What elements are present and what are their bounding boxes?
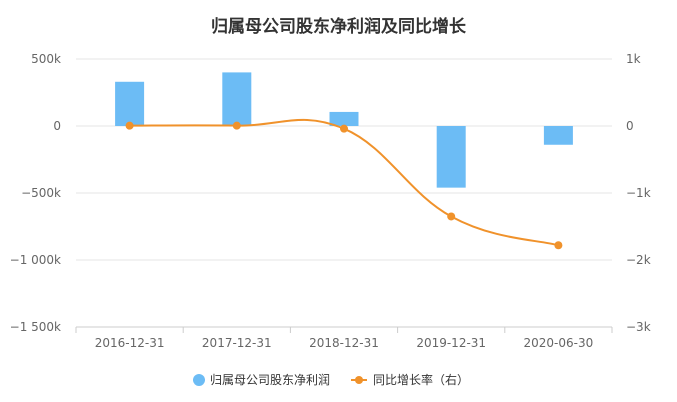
y-right-tick-label: −1k xyxy=(626,186,651,200)
axis-layer: 500k 0 −500k −1 000k −1 500k 1k 0 −1k −2k −3k 2016… xyxy=(10,52,651,350)
y-left-tick-label: 500k xyxy=(31,52,61,66)
legend-line-label[interactable]: 同比增长率（右） xyxy=(373,372,469,387)
x-tick-label: 2017-12-31 xyxy=(202,336,272,350)
y-left-tick-label: 0 xyxy=(53,119,61,133)
bar-net-profit[interactable] xyxy=(543,126,573,145)
growth-rate-point[interactable] xyxy=(554,241,563,250)
legend-bar-label[interactable]: 归属母公司股东净利润 xyxy=(210,373,330,387)
bar-layer xyxy=(115,72,573,188)
x-tick-label: 2020-06-30 xyxy=(524,336,594,350)
growth-rate-point[interactable] xyxy=(340,124,348,133)
y-left-tick-label: −1 500k xyxy=(10,320,61,334)
y-left-tick-label: −1 000k xyxy=(10,253,61,267)
bar-net-profit[interactable] xyxy=(436,126,466,188)
y-left-tick-label: −500k xyxy=(21,186,61,200)
x-tick-label: 2019-12-31 xyxy=(416,336,486,350)
legend[interactable]: 归属母公司股东净利润 同比增长率（右） xyxy=(193,372,469,387)
y-right-tick-label: −2k xyxy=(626,253,651,267)
growth-rate-point[interactable] xyxy=(125,121,134,130)
growth-rate-line xyxy=(129,118,559,247)
legend-bar-marker[interactable] xyxy=(193,374,205,386)
chart-title: 归属母公司股东净利润及同比增长 xyxy=(211,17,466,37)
bar-net-profit[interactable] xyxy=(222,72,252,126)
x-tick-label: 2018-12-31 xyxy=(309,336,379,350)
y-right-tick-label: −3k xyxy=(626,320,651,334)
line-layer xyxy=(125,118,563,250)
grid-layer xyxy=(76,58,612,328)
legend-line-marker[interactable] xyxy=(355,376,363,384)
growth-rate-point[interactable] xyxy=(447,212,456,221)
bar-net-profit[interactable] xyxy=(115,81,145,126)
y-right-tick-label: 1k xyxy=(626,52,641,66)
x-tick-label: 2016-12-31 xyxy=(95,336,165,350)
bar-net-profit[interactable] xyxy=(329,111,359,126)
growth-rate-point[interactable] xyxy=(232,121,241,130)
y-right-tick-label: 0 xyxy=(626,119,634,133)
